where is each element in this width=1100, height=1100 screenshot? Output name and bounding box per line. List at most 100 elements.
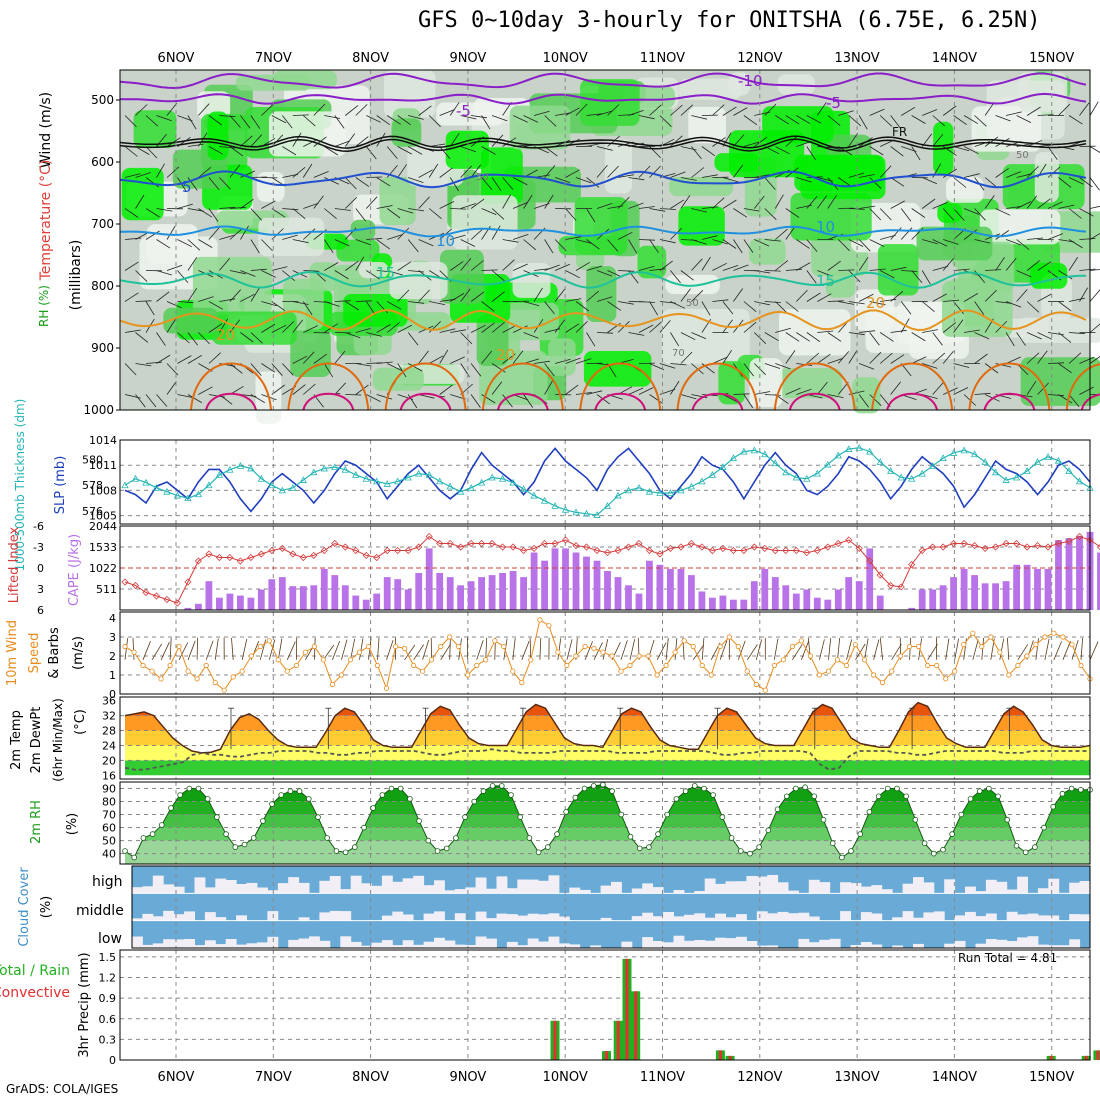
- rh2m-marker: [765, 827, 772, 833]
- cape-bar: [341, 585, 349, 610]
- cloud-cell: [486, 888, 497, 894]
- rh2m-marker: [260, 818, 266, 824]
- wind10-marker: [293, 662, 299, 669]
- wind-barb: [984, 195, 995, 209]
- rh2m-marker: [894, 785, 900, 792]
- wind-barb: [449, 133, 460, 147]
- li-marker: [624, 543, 633, 551]
- wind-barb: [596, 203, 613, 209]
- wind-barb: [261, 301, 277, 307]
- thickness-marker: [289, 483, 297, 491]
- cloud-cell: [975, 943, 987, 948]
- temp-contour-10: [119, 225, 1087, 238]
- wind-barb: [963, 293, 979, 302]
- wind-barb: [481, 115, 491, 130]
- wind-barb: [974, 239, 991, 244]
- rh-shade-cell: [688, 106, 726, 144]
- cape-bar: [803, 589, 811, 610]
- wind-barb: [806, 292, 821, 302]
- cloud-cell: [840, 911, 851, 921]
- thickness-marker: [887, 467, 895, 474]
- li-marker: [383, 546, 391, 555]
- temp-contour-15: [119, 270, 1086, 289]
- wind-barb: [303, 270, 320, 272]
- li-marker: [520, 546, 528, 555]
- wind-barb: [869, 268, 886, 271]
- wind-barb: [869, 177, 882, 189]
- wind-barb: [670, 270, 681, 284]
- cloud-cell: [860, 886, 872, 894]
- wind-barb: [649, 321, 662, 333]
- wind10-barb: [593, 642, 603, 660]
- wind-barb: [670, 301, 686, 309]
- wind-barb: [534, 268, 551, 271]
- wind-barb: [145, 230, 160, 240]
- wind-barb: [586, 332, 596, 347]
- rh2m-marker: [820, 816, 827, 823]
- wind-barb: [754, 136, 768, 147]
- wind10-marker: [203, 662, 209, 669]
- wind-barb: [428, 115, 441, 128]
- wind-barb: [565, 384, 579, 395]
- rh-shade-cell: [779, 309, 851, 356]
- rh-shade-cell: [309, 262, 338, 292]
- wind-barb: [1005, 332, 1015, 347]
- cloud-cell: [788, 890, 799, 894]
- wind-barb: [544, 264, 560, 271]
- cape-bar: [478, 577, 485, 610]
- thickness-marker: [205, 481, 213, 489]
- cloud-cell: [298, 938, 310, 948]
- temp-contour-30-arch: [1080, 393, 1100, 411]
- wind-barb: [1068, 256, 1079, 271]
- wind-barb: [544, 115, 557, 127]
- wind-barb: [670, 199, 685, 209]
- wind-barb: [1037, 332, 1053, 340]
- rh2m-marker: [563, 809, 569, 815]
- wind-barb: [292, 114, 309, 116]
- cape-bar: [373, 593, 381, 610]
- cloud-cell: [725, 881, 737, 894]
- temp-contour-5: [119, 170, 1087, 189]
- wind-barb: [1016, 201, 1032, 209]
- li-marker: [1023, 543, 1031, 551]
- rh-shade-cell: [512, 262, 551, 298]
- rh-shade-cell: [212, 311, 297, 345]
- rh2m-marker: [986, 785, 992, 792]
- wind10-marker: [474, 662, 480, 669]
- rh2m-marker: [958, 811, 965, 818]
- rh-shade-cell: [192, 256, 272, 315]
- cape-bar: [730, 599, 737, 610]
- wind-barb: [177, 394, 194, 398]
- thickness-tick-label: 576: [82, 505, 103, 518]
- wind-barb: [775, 146, 790, 155]
- wind-barb: [691, 208, 708, 213]
- rh-shade-cell: [133, 110, 177, 148]
- wind-barb: [586, 265, 603, 271]
- li-marker: [771, 546, 779, 555]
- wind-barb: [345, 332, 361, 339]
- rh2m-marker: [407, 796, 413, 802]
- cloud-cell: [402, 878, 414, 894]
- temp-band: [125, 745, 1090, 761]
- wind-barb: [753, 195, 765, 209]
- wind10-barb: [602, 639, 609, 660]
- wind-barb: [271, 266, 288, 271]
- cloud-cell: [892, 917, 904, 921]
- wind-barb: [586, 290, 599, 302]
- wind10-marker: [401, 645, 408, 652]
- wind-barb: [964, 329, 980, 333]
- cloud-cell: [392, 945, 404, 948]
- cloud-cell: [985, 939, 997, 948]
- wind-barb: [1047, 201, 1063, 209]
- rh2m-marker: [618, 811, 625, 818]
- wind-barb: [628, 239, 638, 254]
- thickness-marker: [908, 474, 916, 482]
- li-marker: [918, 546, 926, 555]
- wind-barb: [722, 239, 737, 249]
- wind-barb: [974, 208, 986, 221]
- wind10-marker: [663, 662, 669, 669]
- wind-barb: [250, 239, 260, 254]
- rh2m-marker: [866, 809, 873, 815]
- cape-bar: [226, 593, 234, 610]
